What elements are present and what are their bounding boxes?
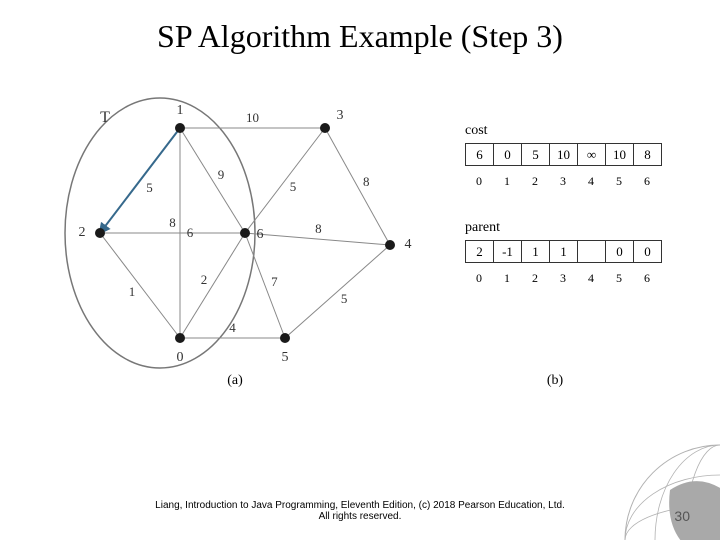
edge-weight: 4	[229, 320, 236, 336]
parent-cell	[578, 241, 606, 263]
cost-cell: 5	[522, 144, 550, 166]
subfig-a-label: (a)	[227, 373, 243, 389]
edge-weight: 8	[315, 221, 322, 237]
figure-area: T (a) 109588754218650123456 cost 60510∞1…	[0, 63, 720, 443]
graph-node-label: 2	[79, 225, 86, 241]
edge-weight: 5	[146, 180, 153, 196]
parent-cell: 0	[634, 241, 662, 263]
parent-cell: 2	[466, 241, 494, 263]
cost-cell: 10	[606, 144, 634, 166]
cost-cell: 10	[550, 144, 578, 166]
parent-caption: parent	[465, 220, 685, 236]
cost-index-cell: 3	[549, 170, 577, 192]
graph-node-label: 6	[257, 227, 264, 243]
parent-cell: -1	[494, 241, 522, 263]
parent-index-cell: 1	[493, 267, 521, 289]
graph-node-label: 4	[405, 237, 412, 253]
edge-weight: 5	[290, 179, 297, 195]
cost-cell: ∞	[578, 144, 606, 166]
parent-index-cell: 6	[633, 267, 661, 289]
cost-table: 60510∞108	[465, 143, 662, 166]
page-title: SP Algorithm Example (Step 3)	[0, 0, 720, 63]
page-number: 30	[674, 508, 690, 524]
cost-index-cell: 6	[633, 170, 661, 192]
parent-index-cell: 4	[577, 267, 605, 289]
footer-text: Liang, Introduction to Java Programming,…	[0, 500, 720, 522]
tables-panel: cost 60510∞108 0123456 parent 2-11100 01…	[465, 123, 685, 293]
parent-index-cell: 0	[465, 267, 493, 289]
parent-cell: 0	[606, 241, 634, 263]
cost-index-cell: 0	[465, 170, 493, 192]
graph-node-label: 5	[282, 350, 289, 366]
graph-svg	[60, 83, 420, 403]
edge-weight: 5	[341, 291, 348, 307]
parent-table: 2-11100	[465, 240, 662, 263]
edge-weight: 6	[187, 225, 194, 241]
cost-caption: cost	[465, 123, 685, 139]
footer-line1: Liang, Introduction to Java Programming,…	[155, 500, 565, 511]
cost-index: 0123456	[465, 170, 661, 192]
parent-index-cell: 2	[521, 267, 549, 289]
graph-node	[280, 333, 290, 343]
edge-weight: 1	[129, 284, 136, 300]
graph-node-label: 3	[337, 108, 344, 124]
edge-weight: 8	[169, 215, 176, 231]
edge-weight: 8	[363, 174, 370, 190]
cost-index-cell: 2	[521, 170, 549, 192]
graph-node	[385, 240, 395, 250]
T-label: T	[100, 109, 110, 127]
subfig-b-label: (b)	[547, 373, 563, 389]
cost-cell: 0	[494, 144, 522, 166]
graph-node	[95, 228, 105, 238]
parent-cell: 1	[550, 241, 578, 263]
cost-index-cell: 4	[577, 170, 605, 192]
parent-index-cell: 3	[549, 267, 577, 289]
footer-line2: All rights reserved.	[319, 511, 402, 522]
cost-index-cell: 1	[493, 170, 521, 192]
cost-cell: 8	[634, 144, 662, 166]
graph-node	[240, 228, 250, 238]
edge-weight: 9	[218, 167, 225, 183]
graph-node-label: 1	[177, 103, 184, 119]
graph-node	[175, 333, 185, 343]
edge-weight: 7	[271, 274, 278, 290]
parent-cell: 1	[522, 241, 550, 263]
graph-node	[320, 123, 330, 133]
edge-weight: 2	[201, 272, 208, 288]
parent-index: 0123456	[465, 267, 661, 289]
parent-index-cell: 5	[605, 267, 633, 289]
cost-index-cell: 5	[605, 170, 633, 192]
edge-weight: 10	[246, 110, 259, 126]
graph-panel: T (a) 109588754218650123456	[60, 83, 420, 403]
graph-node-label: 0	[177, 350, 184, 366]
graph-node	[175, 123, 185, 133]
cost-cell: 6	[466, 144, 494, 166]
